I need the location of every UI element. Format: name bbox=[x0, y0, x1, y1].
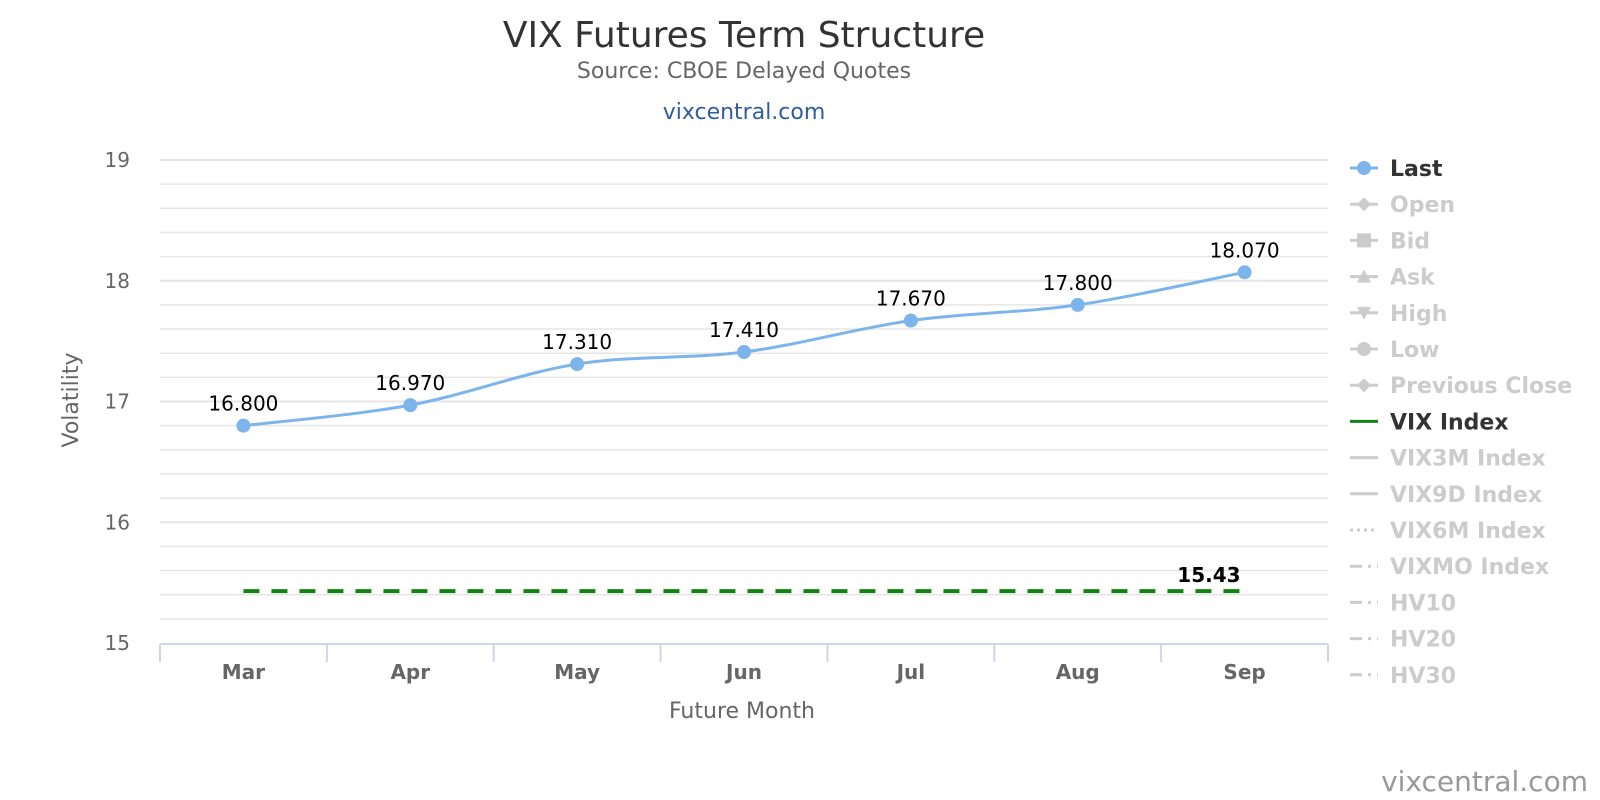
legend-item[interactable]: Low bbox=[1350, 338, 1439, 363]
chart-title: VIX Futures Term Structure bbox=[503, 15, 985, 56]
x-tick-label: Sep bbox=[1223, 660, 1265, 684]
legend-marker bbox=[1357, 306, 1371, 320]
legend-label: VIX9D Index bbox=[1390, 483, 1542, 508]
legend: Last Open Bid Ask High Low Previous Close VIX I… bbox=[1350, 157, 1572, 689]
legend-marker bbox=[1357, 161, 1371, 175]
legend-label: Ask bbox=[1390, 266, 1436, 291]
legend-label: HV30 bbox=[1390, 664, 1456, 689]
y-tick-label: 19 bbox=[105, 148, 130, 172]
y-tick-label: 15 bbox=[105, 631, 130, 655]
y-tick-label: 16 bbox=[105, 510, 130, 534]
vix-index-data-label: 15.43 bbox=[1177, 563, 1240, 587]
legend-item[interactable]: Ask bbox=[1350, 266, 1436, 291]
legend-label: HV20 bbox=[1390, 628, 1456, 653]
last-data-point[interactable] bbox=[570, 357, 585, 372]
last-data-label: 18.070 bbox=[1210, 238, 1280, 262]
legend-label: VIXMO Index bbox=[1390, 555, 1549, 580]
last-data-label: 16.970 bbox=[375, 371, 445, 395]
legend-item[interactable]: VIX6M Index bbox=[1350, 519, 1546, 544]
x-tick-label: Apr bbox=[390, 660, 430, 684]
credit-link[interactable]: vixcentral.com bbox=[1381, 765, 1588, 798]
last-data-label: 17.800 bbox=[1043, 271, 1113, 295]
legend-label: High bbox=[1390, 302, 1447, 327]
last-data-label: 17.410 bbox=[709, 318, 779, 342]
last-data-point[interactable] bbox=[1237, 265, 1252, 280]
legend-item[interactable]: HV20 bbox=[1350, 628, 1456, 653]
legend-marker bbox=[1357, 342, 1371, 356]
legend-marker bbox=[1357, 378, 1371, 393]
legend-item[interactable]: VIXMO Index bbox=[1350, 555, 1549, 580]
x-axis-title: Future Month bbox=[669, 699, 815, 724]
legend-marker bbox=[1357, 269, 1371, 283]
legend-item[interactable]: VIX3M Index bbox=[1350, 447, 1546, 472]
x-tick-label: Jun bbox=[724, 660, 762, 684]
legend-label: VIX6M Index bbox=[1390, 519, 1546, 544]
y-axis-title: Volatility bbox=[59, 352, 84, 447]
legend-item[interactable]: High bbox=[1350, 302, 1447, 327]
legend-label: HV10 bbox=[1390, 591, 1456, 616]
legend-item[interactable]: Previous Close bbox=[1350, 374, 1572, 399]
legend-item[interactable]: Last bbox=[1350, 157, 1443, 182]
site-link[interactable]: vixcentral.com bbox=[663, 100, 826, 125]
y-axis-ticks: 15 16 17 18 19 bbox=[105, 148, 130, 655]
last-data-label: 17.310 bbox=[542, 330, 612, 354]
legend-item[interactable]: VIX Index bbox=[1350, 410, 1509, 435]
legend-marker bbox=[1357, 197, 1371, 212]
last-data-label: 16.800 bbox=[208, 392, 278, 416]
grid-lines bbox=[160, 159, 1328, 620]
chart-subtitle: Source: CBOE Delayed Quotes bbox=[577, 59, 911, 84]
last-data-label: 17.670 bbox=[876, 287, 946, 311]
legend-item[interactable]: Bid bbox=[1350, 229, 1430, 254]
last-data-point[interactable] bbox=[1070, 297, 1085, 312]
legend-label: Open bbox=[1390, 193, 1455, 218]
y-tick-label: 17 bbox=[105, 390, 130, 414]
legend-label: Last bbox=[1390, 157, 1443, 182]
x-tick-label: May bbox=[554, 660, 600, 684]
legend-item[interactable]: HV30 bbox=[1350, 664, 1456, 689]
y-tick-label: 18 bbox=[105, 269, 130, 293]
legend-item[interactable]: Open bbox=[1350, 193, 1455, 218]
last-data-point[interactable] bbox=[236, 418, 251, 433]
legend-item[interactable]: HV10 bbox=[1350, 591, 1456, 616]
last-data-point[interactable] bbox=[403, 398, 418, 413]
last-data-point[interactable] bbox=[737, 344, 751, 359]
legend-label: Low bbox=[1390, 338, 1439, 363]
legend-label: Bid bbox=[1390, 229, 1430, 254]
legend-label: VIX3M Index bbox=[1390, 447, 1546, 472]
x-tick-label: Aug bbox=[1056, 660, 1100, 684]
legend-label: Previous Close bbox=[1390, 374, 1572, 399]
legend-label: VIX Index bbox=[1390, 410, 1509, 435]
plot-series: 15.43 16.800 16.970 17.310 17.410 17.670 17.80… bbox=[208, 238, 1280, 594]
last-data-point[interactable] bbox=[903, 313, 918, 328]
x-tick-label: Jul bbox=[895, 660, 926, 684]
legend-marker bbox=[1357, 233, 1371, 248]
x-axis: Mar Apr May Jun Jul Aug Sep bbox=[159, 643, 1329, 684]
legend-item[interactable]: VIX9D Index bbox=[1350, 483, 1542, 508]
x-tick-label: Mar bbox=[222, 660, 265, 684]
